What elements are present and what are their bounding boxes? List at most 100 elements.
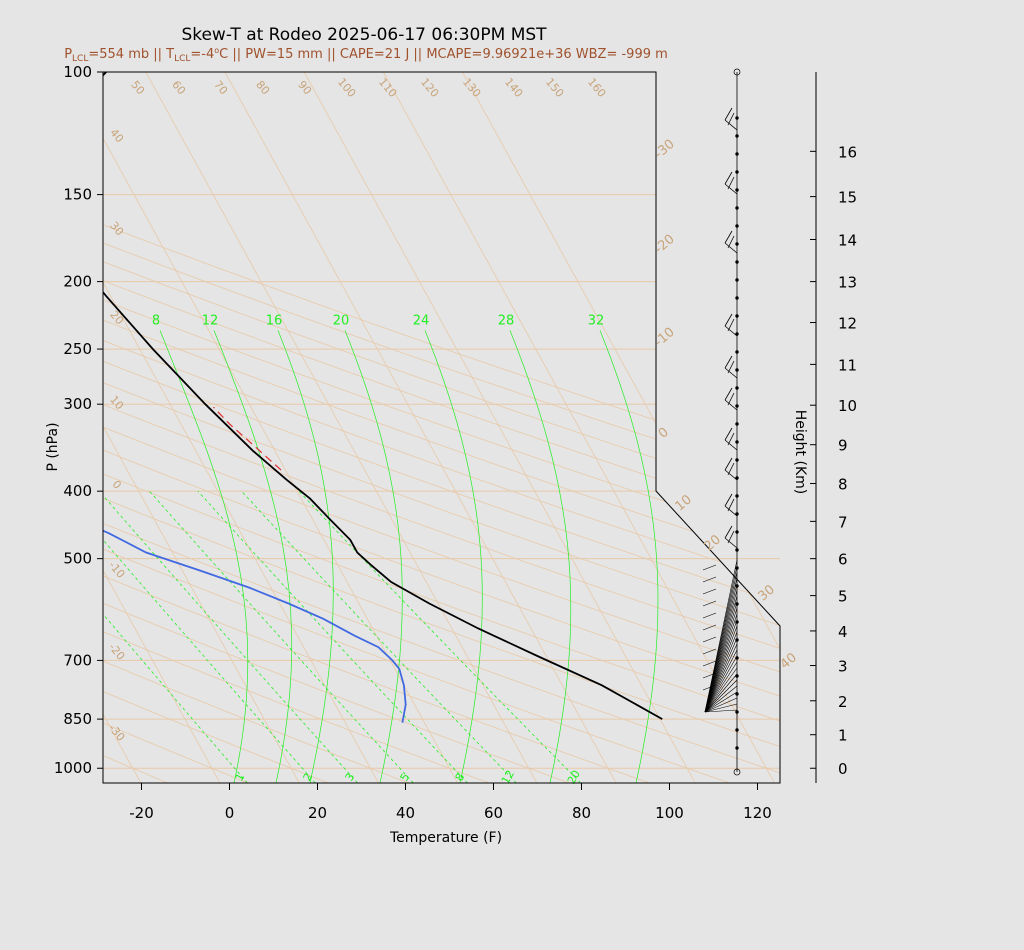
chart-subtitle: PLCL=554 mb || TLCL=-4oC || PW=15 mm || …	[64, 46, 668, 64]
y-tick-label: 1000	[54, 759, 92, 777]
wind-barb-flag	[727, 392, 735, 406]
mixing-ratio-bottom-label: 2	[301, 771, 316, 784]
dry-adiabat-line	[103, 72, 780, 783]
wind-barb-flag	[727, 176, 735, 190]
wind-barb-flag	[702, 600, 717, 607]
height-tick-label: 4	[838, 623, 848, 641]
subtitle-rest: C || PW=15 mm || CAPE=21 J || MCAPE=9.96…	[219, 47, 668, 62]
wind-level-dot	[735, 296, 739, 300]
height-tick-label: 2	[838, 693, 848, 711]
x-tick-label: 120	[743, 804, 772, 822]
wind-barb-shaft	[724, 242, 738, 254]
wind-level-dot	[735, 188, 739, 192]
dry-adiabat-line	[103, 72, 780, 783]
wind-barb-shaft	[704, 703, 738, 713]
wind-barb-shaft	[704, 637, 738, 713]
wind-level-dot	[735, 170, 739, 174]
dry-adiabat-line	[103, 72, 168, 783]
mixing-ratio-line	[103, 490, 358, 783]
wind-barb-shaft	[704, 655, 738, 713]
subtitle-tlcl-sub: LCL	[174, 54, 190, 64]
wind-barb-flag	[702, 564, 717, 571]
mixing-ratio-line	[298, 490, 581, 783]
wind-barb-flag	[702, 660, 717, 667]
wind-barb-shaft	[724, 183, 738, 195]
dry-adiabat-left-label: -10	[106, 559, 128, 581]
dry-adiabat-line	[103, 72, 329, 783]
wind-level-dot	[735, 746, 739, 750]
wind-barb-flag	[724, 313, 733, 327]
moist-adiabat-line	[424, 330, 483, 783]
sounding-series	[103, 72, 663, 723]
dry-adiabat-line	[103, 72, 409, 783]
x-tick-label: 0	[225, 804, 235, 822]
dry-adiabat-line	[103, 72, 570, 783]
moist-adiabat-line	[509, 330, 572, 783]
mixing-ratio-bottom-label: 12	[499, 768, 517, 787]
height-tick-label: 1	[838, 727, 848, 745]
x-tick-label: 100	[655, 804, 684, 822]
dry-adiabat-label: 120	[418, 76, 441, 100]
subtitle-tlcl-value: =-4	[190, 47, 214, 62]
mixing-ratio-label: 28	[498, 313, 515, 328]
subtitle-plcl-sub: LCL	[72, 54, 88, 64]
isotherm-line	[303, 72, 696, 783]
dry-adiabat-label: 160	[585, 76, 608, 100]
wind-barb-flag	[702, 672, 717, 679]
wind-barb-shaft	[704, 613, 738, 713]
isobar-lines	[103, 71, 780, 769]
mixing-ratio-label: 20	[333, 313, 350, 328]
dewpoint-line	[103, 72, 407, 723]
wind-calm-circle	[733, 768, 741, 776]
isotherm-label: 20	[702, 532, 724, 554]
dry-adiabat-line	[103, 72, 780, 783]
subtitle-plcl-value: =554 mb || T	[88, 47, 174, 62]
wind-barb-shaft	[704, 631, 738, 713]
wind-barb-shaft	[724, 399, 738, 411]
x-tick-label: 40	[396, 804, 415, 822]
wind-barb-flag	[724, 387, 733, 401]
wind-level-dot	[735, 404, 739, 408]
dry-adiabat-label: 110	[376, 76, 399, 100]
dry-adiabat-line	[103, 72, 731, 783]
dry-adiabat-line	[103, 72, 490, 783]
wind-barb-shaft	[704, 643, 738, 713]
wind-barb-shaft	[704, 691, 738, 713]
y-tick-label: 150	[63, 186, 92, 204]
chart-title: Skew-T at Rodeo 2025-06-17 06:30PM MST	[181, 25, 547, 45]
dry-adiabat-left-label: 30	[107, 219, 126, 238]
wind-barb-flag	[724, 493, 733, 507]
wind-level-dot	[735, 674, 739, 678]
wind-barb-flag	[702, 648, 717, 655]
height-tick-label: 6	[838, 551, 848, 569]
dry-adiabat-line	[103, 72, 780, 783]
y-tick-label: 100	[63, 63, 92, 81]
wind-barb-shaft	[704, 607, 738, 713]
x-tick-label: 20	[308, 804, 327, 822]
x-tick-label: 80	[572, 804, 591, 822]
wind-level-dot	[735, 350, 739, 354]
wind-barb-flag	[702, 612, 717, 619]
wind-level-dot	[735, 260, 739, 264]
wind-barb-flag	[727, 432, 735, 446]
isotherm-label: 30	[756, 582, 778, 604]
subtitle-degree: o	[214, 46, 219, 55]
wind-barb-flag	[702, 624, 717, 631]
wind-barb-shaft	[704, 661, 738, 713]
y-tick-label: 500	[63, 550, 92, 568]
height-tick-label: 12	[838, 315, 857, 333]
x-tick-label: -20	[129, 804, 154, 822]
mixing-ratio-bottom-label: 20	[565, 768, 583, 787]
y-tick-label: 700	[63, 651, 92, 669]
y-tick-label: 300	[63, 395, 92, 413]
wind-barb-flag	[702, 636, 717, 643]
height-tick-label: 8	[838, 476, 848, 494]
wind-level-dot	[735, 368, 739, 372]
dry-adiabat-line	[103, 72, 780, 783]
dry-adiabat-label: 80	[253, 78, 272, 97]
wind-level-dot	[735, 638, 739, 642]
dry-adiabat-label: 70	[211, 78, 230, 97]
mixing-ratio-line	[103, 490, 316, 783]
mixing-ratio-lines	[103, 330, 659, 783]
